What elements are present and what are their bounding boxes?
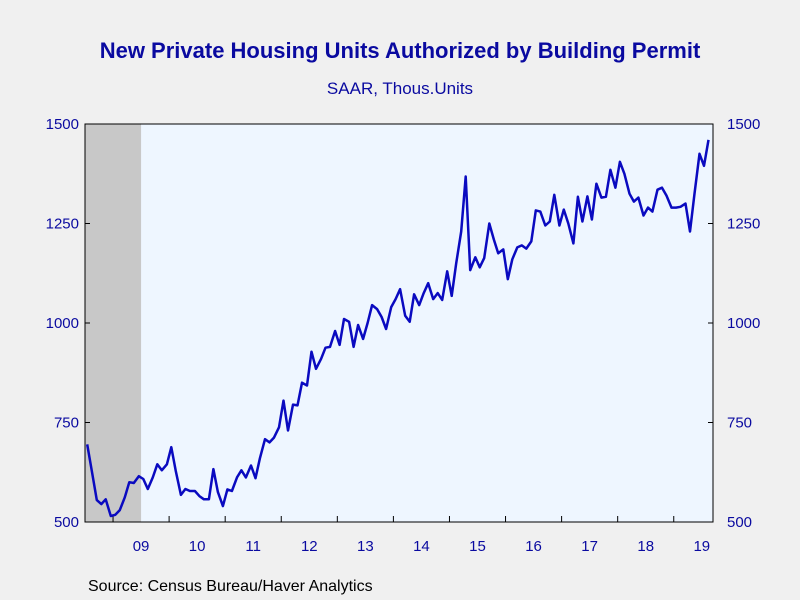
plot-area bbox=[84, 123, 714, 523]
recession-shading bbox=[85, 124, 142, 522]
y-axis-right: 500 750 1000 1250 1500 bbox=[708, 116, 760, 531]
chart-title: New Private Housing Units Authorized by … bbox=[99, 38, 701, 63]
x-tick-label: 13 bbox=[357, 538, 374, 555]
y-tick-label-right: 1500 bbox=[727, 116, 760, 133]
x-tick-label: 09 bbox=[133, 538, 150, 555]
y-tick-label-right: 500 bbox=[727, 514, 752, 531]
x-tick-label: 14 bbox=[413, 538, 430, 555]
x-tick-label: 12 bbox=[301, 538, 318, 555]
x-tick-label: 15 bbox=[469, 538, 486, 555]
y-tick-label-right: 1250 bbox=[727, 216, 760, 233]
y-tick-label-left: 1000 bbox=[46, 315, 79, 332]
y-tick-label-right: 750 bbox=[727, 415, 752, 432]
x-axis: 09 10 11 12 13 14 15 16 17 18 19 bbox=[112, 516, 710, 555]
x-tick-label: 19 bbox=[693, 538, 710, 555]
x-tick-label: 18 bbox=[637, 538, 654, 555]
y-axis-left: 500 750 1000 1250 1500 bbox=[46, 116, 90, 531]
chart-subtitle: SAAR, Thous.Units bbox=[326, 79, 474, 98]
y-tick-label-left: 1250 bbox=[46, 216, 79, 233]
x-tick-label: 16 bbox=[525, 538, 542, 555]
plot-border bbox=[84, 123, 714, 523]
y-tick-label-left: 500 bbox=[54, 514, 79, 531]
x-tick-label: 17 bbox=[581, 538, 598, 555]
y-tick-label-left: 750 bbox=[54, 415, 79, 432]
source-note: Source: Census Bureau/Haver Analytics bbox=[88, 578, 373, 595]
y-tick-label-left: 1500 bbox=[46, 116, 79, 133]
x-tick-label: 11 bbox=[245, 538, 261, 555]
y-tick-label-right: 1000 bbox=[727, 315, 760, 332]
series-line bbox=[85, 139, 710, 518]
x-tick-label: 10 bbox=[189, 538, 206, 555]
